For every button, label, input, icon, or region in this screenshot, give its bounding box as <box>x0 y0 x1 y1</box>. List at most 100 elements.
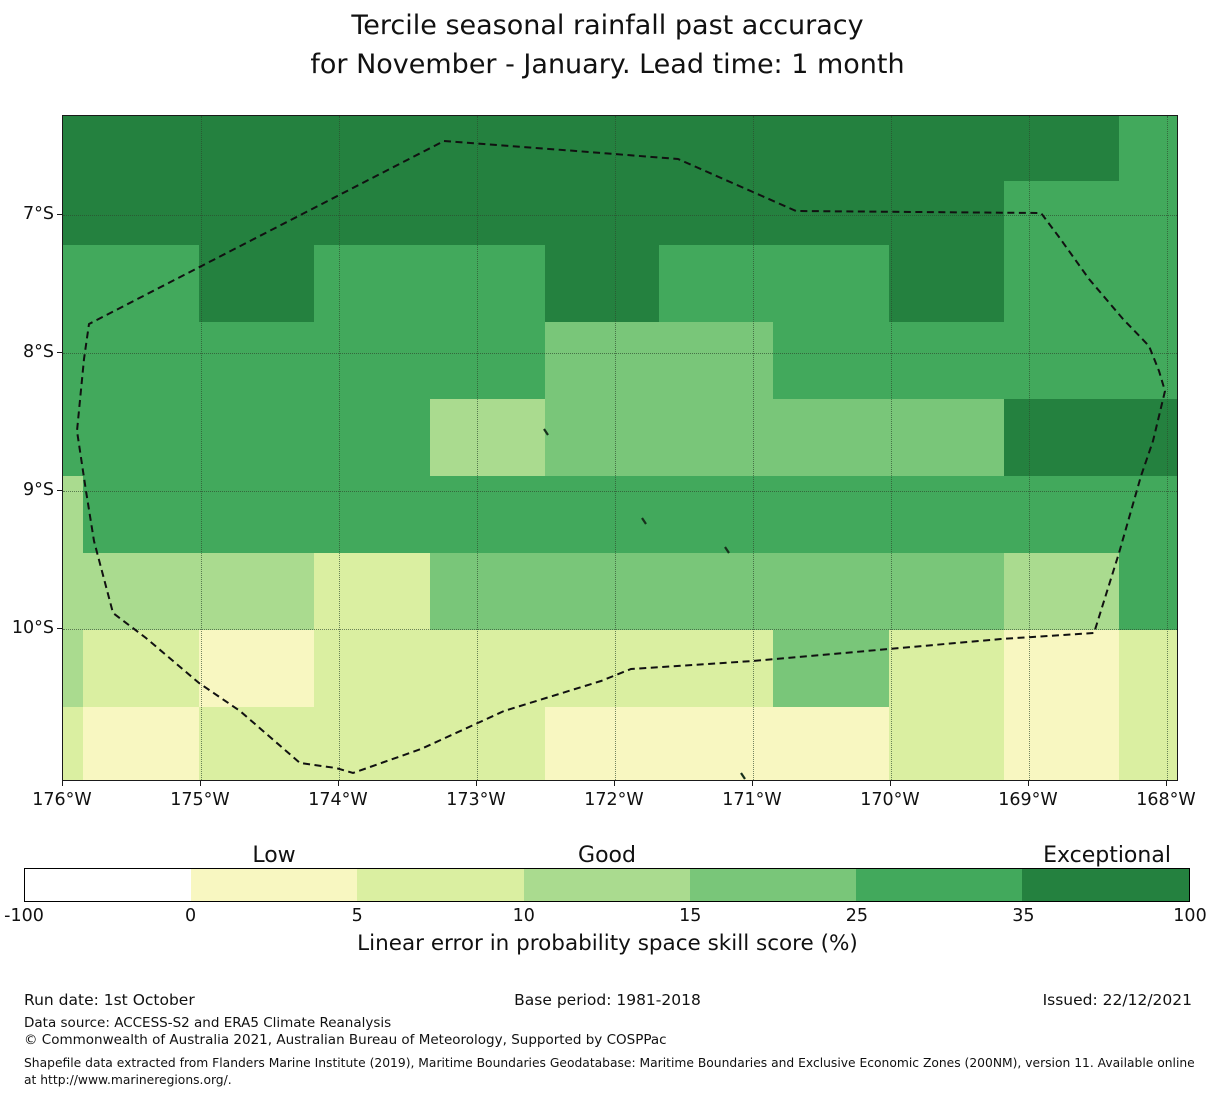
map-cell <box>773 245 890 323</box>
colorbar-caption: Linear error in probability space skill … <box>357 931 858 956</box>
map-cell <box>199 245 315 323</box>
island-mark <box>543 428 549 436</box>
colorbar-tick-label: 5 <box>351 906 363 926</box>
map-cell <box>63 630 84 708</box>
x-tick-mark <box>1028 781 1029 786</box>
map-cell <box>314 116 431 182</box>
y-tick-mark <box>57 628 62 629</box>
y-tick-label: 10°S <box>11 618 54 638</box>
map-cell <box>659 707 774 780</box>
footer-copyright: © Commonwealth of Australia 2021, Austra… <box>24 1032 667 1048</box>
map-cell <box>314 399 431 477</box>
eez-boundary-line <box>75 139 1167 775</box>
map-cell <box>545 399 660 477</box>
meridian-gridline <box>339 116 340 780</box>
map-cell <box>314 322 431 400</box>
x-tick-mark <box>890 781 891 786</box>
parallel-gridline <box>63 353 1177 354</box>
map-cell <box>659 181 774 246</box>
map-cell <box>63 553 84 631</box>
parallel-gridline <box>63 629 1177 630</box>
map-cell <box>1004 245 1120 323</box>
map-cell <box>314 553 431 631</box>
map-cell <box>63 116 84 182</box>
chart-title-line1: Tercile seasonal rainfall past accuracy <box>351 10 864 41</box>
colorbar-segment <box>689 869 857 901</box>
map-cell <box>773 181 890 246</box>
map-cell <box>83 630 200 708</box>
footer-shapefile-note: Shapefile data extracted from Flanders M… <box>24 1056 1195 1087</box>
map-cell <box>199 181 315 246</box>
footer-run-date: Run date: 1st October <box>24 991 195 1009</box>
map-cell <box>314 707 431 780</box>
colorbar-segment <box>357 869 525 901</box>
map-cell <box>430 476 546 554</box>
x-tick-mark <box>338 781 339 786</box>
colorbar-segment <box>523 869 691 901</box>
map-cell <box>63 245 84 323</box>
map-cell <box>659 245 774 323</box>
map-cell <box>83 707 200 780</box>
map-cell <box>545 707 660 780</box>
y-tick-label: 8°S <box>23 342 54 362</box>
map-cell <box>659 630 774 708</box>
map-cell <box>63 707 84 780</box>
map-cell <box>199 476 315 554</box>
map-cell <box>1004 553 1120 631</box>
map-cell <box>199 322 315 400</box>
map-cell <box>430 399 546 477</box>
map-cell <box>199 707 315 780</box>
map-cell <box>773 322 890 400</box>
meridian-gridline <box>615 116 616 780</box>
map-cell <box>1004 707 1120 780</box>
map-cell <box>545 553 660 631</box>
x-tick-label: 172°W <box>584 790 644 810</box>
colorbar-label-exceptional: Exceptional <box>1043 843 1171 868</box>
island-mark <box>641 517 647 525</box>
map-cell <box>773 553 890 631</box>
map-cell <box>659 553 774 631</box>
map-cell <box>889 116 1005 182</box>
map-cell <box>83 553 200 631</box>
colorbar-tick-label: 35 <box>1012 906 1035 926</box>
map-plot <box>62 115 1178 781</box>
parallel-gridline <box>63 491 1177 492</box>
x-tick-label: 173°W <box>446 790 506 810</box>
map-cell <box>545 476 660 554</box>
island-mark <box>724 546 730 554</box>
colorbar-segment <box>25 869 192 901</box>
map-cell <box>773 399 890 477</box>
colorbar-tick-label: 0 <box>184 906 197 926</box>
map-cell <box>889 245 1005 323</box>
x-tick-label: 171°W <box>722 790 782 810</box>
map-cell <box>1004 322 1120 400</box>
map-cell <box>199 399 315 477</box>
x-tick-label: 169°W <box>998 790 1058 810</box>
map-cell <box>430 181 546 246</box>
map-cell <box>63 322 84 400</box>
colorbar <box>24 868 1190 902</box>
x-tick-label: 170°W <box>860 790 920 810</box>
map-cell <box>545 181 660 246</box>
colorbar-segment <box>856 869 1023 901</box>
map-cell <box>659 476 774 554</box>
meridian-gridline <box>201 116 202 780</box>
map-cell <box>83 116 200 182</box>
map-cell <box>889 707 1005 780</box>
x-tick-mark <box>62 781 63 786</box>
x-tick-label: 175°W <box>170 790 230 810</box>
colorbar-tick-label: -100 <box>4 906 44 926</box>
x-tick-label: 176°W <box>32 790 92 810</box>
map-cell <box>314 245 431 323</box>
map-cell <box>659 399 774 477</box>
map-cell <box>545 116 660 182</box>
map-cell <box>773 116 890 182</box>
map-cell <box>773 476 890 554</box>
map-cell <box>430 245 546 323</box>
x-tick-mark <box>752 781 753 786</box>
map-cell <box>63 181 84 246</box>
colorbar-tick-label: 10 <box>512 906 535 926</box>
colorbar-label-good: Good <box>578 843 636 868</box>
footer-data-source: Data source: ACCESS-S2 and ERA5 Climate … <box>24 1015 392 1031</box>
